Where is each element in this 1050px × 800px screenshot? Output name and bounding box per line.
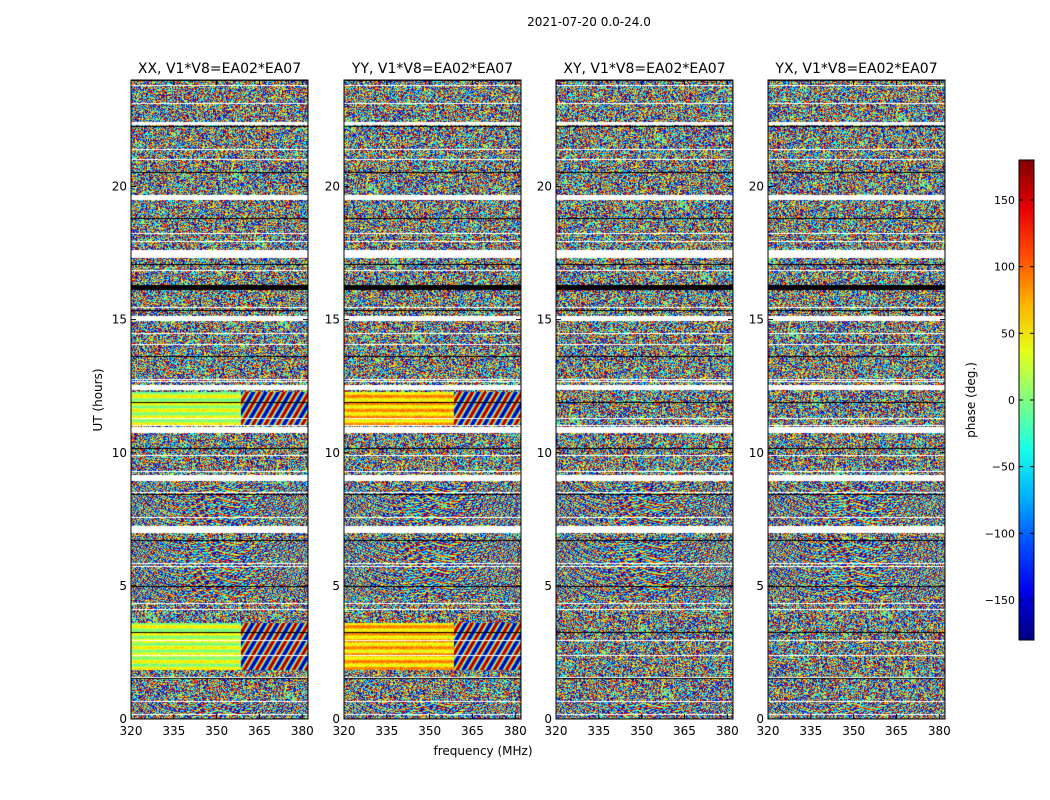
x-tick-label: 335 <box>375 724 398 738</box>
y-tick-label: 5 <box>756 579 764 593</box>
colorbar-tick-label: 100 <box>994 261 1015 274</box>
panel-xx-heatmap <box>131 80 308 719</box>
x-tick-label: 350 <box>205 724 228 738</box>
y-tick-label: 10 <box>325 446 340 460</box>
x-tick-label: 335 <box>162 724 185 738</box>
panel-yy-heatmap <box>344 80 521 719</box>
x-tick-label: 380 <box>504 724 527 738</box>
y-tick-label: 15 <box>112 313 127 327</box>
x-tick-label: 335 <box>799 724 822 738</box>
x-tick-label: 320 <box>333 724 356 738</box>
x-tick-label: 380 <box>291 724 314 738</box>
panel-frame <box>130 79 309 720</box>
colorbar-label: phase (deg.) <box>964 362 978 438</box>
panels: XX, V1*V8=EA02*EA07 320 335 350 365 380 0 5 10 15… <box>112 61 951 738</box>
y-tick-label: 10 <box>537 446 552 460</box>
panel-title: XY, V1*V8=EA02*EA07 <box>563 61 725 77</box>
y-tick-label: 15 <box>749 313 764 327</box>
panel-frame <box>555 79 734 720</box>
colorbar-tick-label: 0 <box>1008 394 1015 407</box>
colorbar-tick-label: 50 <box>1001 327 1015 340</box>
x-tick-label: 365 <box>461 724 484 738</box>
y-axis-label: UT (hours) <box>91 368 105 431</box>
panel-xx: XX, V1*V8=EA02*EA07 320 335 350 365 380 0 5 10 15… <box>112 61 314 738</box>
x-tick-label: 350 <box>418 724 441 738</box>
x-tick-label: 350 <box>630 724 653 738</box>
colorbar-tick-label: −100 <box>985 527 1015 540</box>
panel-xy-heatmap <box>556 80 733 719</box>
y-tick-label: 0 <box>756 712 764 726</box>
y-tick-label: 15 <box>537 313 552 327</box>
figure-title: 2021-07-20 0.0-24.0 <box>527 15 651 29</box>
x-tick-label: 350 <box>842 724 865 738</box>
panel-frame <box>767 79 946 720</box>
colorbar-tick-label: −50 <box>992 461 1015 474</box>
x-tick-label: 320 <box>545 724 568 738</box>
colorbar-tick-label: −150 <box>985 594 1015 607</box>
x-tick-label: 380 <box>716 724 739 738</box>
y-tick-label: 5 <box>332 579 340 593</box>
colorbar: 150 100 50 0 −50 −100 −150 <box>985 159 1035 641</box>
panel-title: YX, V1*V8=EA02*EA07 <box>774 61 937 77</box>
y-tick-label: 10 <box>749 446 764 460</box>
y-tick-label: 0 <box>544 712 552 726</box>
panel-yy: YY, V1*V8=EA02*EA07 320 335 350 365 380 0 5 10 15… <box>325 61 527 738</box>
y-tick-label: 20 <box>749 180 764 194</box>
x-tick-label: 320 <box>120 724 143 738</box>
y-tick-label: 15 <box>325 313 340 327</box>
x-tick-label: 365 <box>248 724 271 738</box>
panel-title: YY, V1*V8=EA02*EA07 <box>351 61 513 77</box>
x-tick-label: 365 <box>885 724 908 738</box>
x-tick-label: 365 <box>673 724 696 738</box>
x-axis-label: frequency (MHz) <box>433 744 532 758</box>
panel-yx-heatmap <box>768 80 945 719</box>
x-tick-label: 320 <box>757 724 780 738</box>
y-tick-label: 0 <box>332 712 340 726</box>
y-tick-label: 20 <box>325 180 340 194</box>
y-tick-label: 0 <box>119 712 127 726</box>
y-tick-label: 10 <box>112 446 127 460</box>
y-tick-label: 20 <box>537 180 552 194</box>
y-tick-label: 5 <box>119 579 127 593</box>
panel-title: XX, V1*V8=EA02*EA07 <box>138 61 301 77</box>
x-tick-label: 335 <box>587 724 610 738</box>
colorbar-tick-label: 150 <box>994 194 1015 207</box>
panel-yx: YX, V1*V8=EA02*EA07 320 335 350 365 380 0 5 10 15… <box>749 61 951 738</box>
panel-frame <box>343 79 522 720</box>
y-tick-label: 20 <box>112 180 127 194</box>
panel-xy: XY, V1*V8=EA02*EA07 320 335 350 365 380 0 5 10 15… <box>537 61 739 738</box>
y-tick-label: 5 <box>544 579 552 593</box>
x-tick-label: 380 <box>928 724 951 738</box>
